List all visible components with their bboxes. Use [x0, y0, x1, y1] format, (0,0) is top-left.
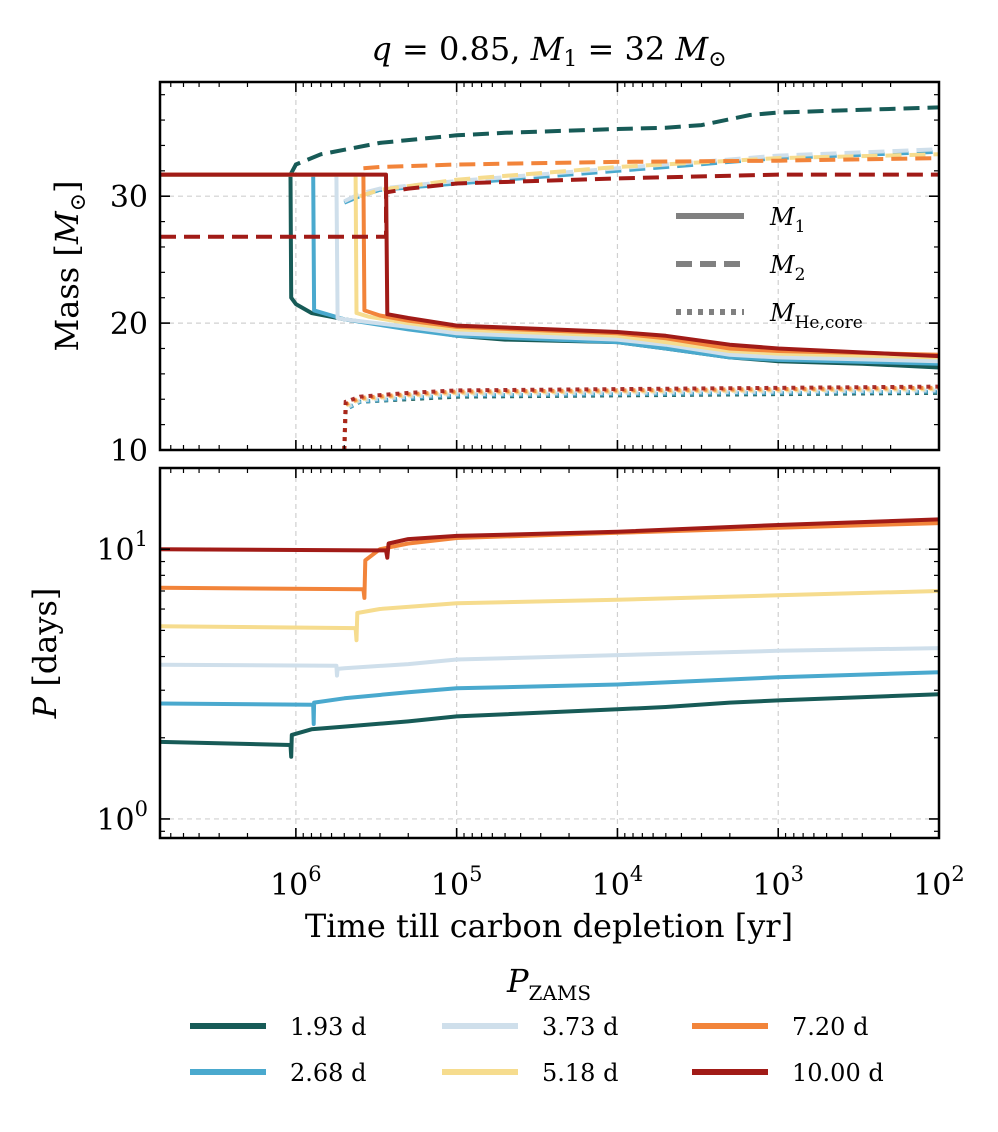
title-q-value: = 0.85,	[392, 30, 531, 68]
m2-line-1000	[160, 172, 939, 239]
period-axis-label: P [days]	[26, 588, 64, 720]
period-panel-series	[159, 517, 940, 759]
period-legend: PZAMS 1.93 d 2.68 d 3.73 d 5.18 d 7.20 d 10.00…	[190, 962, 884, 1087]
style-legend-sub: He,core	[795, 313, 863, 333]
period-line-268	[159, 670, 940, 726]
x-tick-base: 10	[752, 868, 790, 903]
style-legend-label-dotted: MHe,core	[769, 299, 863, 333]
y-tick-label: 30	[110, 180, 148, 215]
mass-panel-series	[160, 105, 940, 451]
style-legend-sub: 2	[795, 265, 806, 285]
mass-label-sun: ⊙	[66, 193, 91, 211]
x-tick-exponent: 2	[951, 862, 964, 886]
x-tick-label: 102	[913, 862, 965, 903]
x-tick-exponent: 3	[791, 862, 804, 886]
title-mass-value: = 32	[577, 30, 675, 68]
x-tick-base: 10	[913, 868, 951, 903]
style-legend-label-solid: M1	[769, 203, 805, 237]
y-tick-base: 10	[96, 533, 134, 568]
mhe-line-193	[342, 390, 940, 451]
m1-line-1000	[160, 172, 940, 359]
title-msun: M	[674, 30, 709, 68]
m1-line-518	[160, 172, 940, 360]
legend-label: 10.00 d	[792, 1059, 884, 1087]
period-line-193	[159, 692, 940, 759]
period-label-p: P	[26, 696, 64, 719]
style-legend-main: M	[769, 203, 796, 231]
mhe-line-373	[342, 388, 940, 451]
period-panel-frame	[158, 466, 941, 840]
y-tick-label: 101	[96, 527, 148, 568]
y-tick-label: 20	[110, 307, 148, 342]
m1-line-373	[160, 172, 940, 364]
x-tick-label: 105	[431, 862, 483, 903]
style-legend-main: M	[769, 299, 796, 327]
x-tick-base: 10	[270, 868, 308, 903]
m2-line-193	[288, 105, 940, 176]
period-line-373	[159, 646, 940, 678]
style-legend-main: M	[769, 251, 796, 279]
style-legend-sub: 1	[795, 217, 806, 237]
mass-label-text: Mass [	[48, 244, 86, 351]
title-msun-sub: ⊙	[708, 47, 726, 72]
mass-label-m: M	[48, 210, 86, 245]
legend-title-main: P	[506, 962, 529, 1000]
x-tick-base: 10	[592, 868, 630, 903]
mass-panel-frame	[158, 80, 941, 452]
title-m-sub: 1	[563, 47, 577, 72]
mass-label-close: ]	[48, 180, 86, 192]
legend-label: 1.93 d	[290, 1013, 366, 1041]
x-axis-label: Time till carbon depletion [yr]	[305, 907, 793, 945]
mhe-line-268	[342, 389, 940, 451]
x-tick-label: 103	[752, 862, 804, 903]
mass-axis-label: Mass [M⊙]	[48, 180, 91, 351]
legend-title: PZAMS	[506, 962, 591, 1005]
x-tick-label: 106	[270, 862, 322, 903]
x-tick-base: 10	[431, 868, 469, 903]
legend-label: 3.73 d	[542, 1013, 618, 1041]
mhe-line-720	[342, 385, 940, 451]
title-q: q	[371, 30, 391, 68]
m2-line-373	[343, 147, 940, 204]
m2-line-720	[363, 156, 940, 171]
chart-title: q = 0.85, M1 = 32 M⊙	[371, 30, 726, 72]
x-tick-label: 104	[592, 862, 644, 903]
y-tick-base: 10	[96, 803, 134, 838]
period-line-518	[159, 589, 940, 643]
mhe-line-1000	[342, 384, 940, 451]
legend-title-sub: ZAMS	[529, 981, 592, 1005]
y-tick-exponent: 1	[135, 527, 148, 551]
x-tick-exponent: 6	[308, 862, 321, 886]
title-m: M	[530, 30, 565, 68]
mhe-line-518	[342, 387, 940, 451]
legend-label: 7.20 d	[792, 1013, 868, 1041]
m2-line-518	[359, 152, 940, 199]
x-tick-exponent: 4	[630, 862, 643, 886]
period-line-1000	[159, 517, 940, 560]
y-tick-exponent: 0	[135, 797, 148, 821]
y-tick-label: 100	[96, 797, 148, 838]
y-tick-label: 10	[110, 434, 148, 469]
legend-label: 5.18 d	[542, 1059, 618, 1087]
x-tick-exponent: 5	[469, 862, 482, 886]
m1-line-268	[160, 172, 940, 366]
period-label-units: [days]	[26, 588, 64, 697]
legend-label: 2.68 d	[290, 1059, 366, 1087]
style-legend-label-dashed: M2	[769, 251, 805, 285]
